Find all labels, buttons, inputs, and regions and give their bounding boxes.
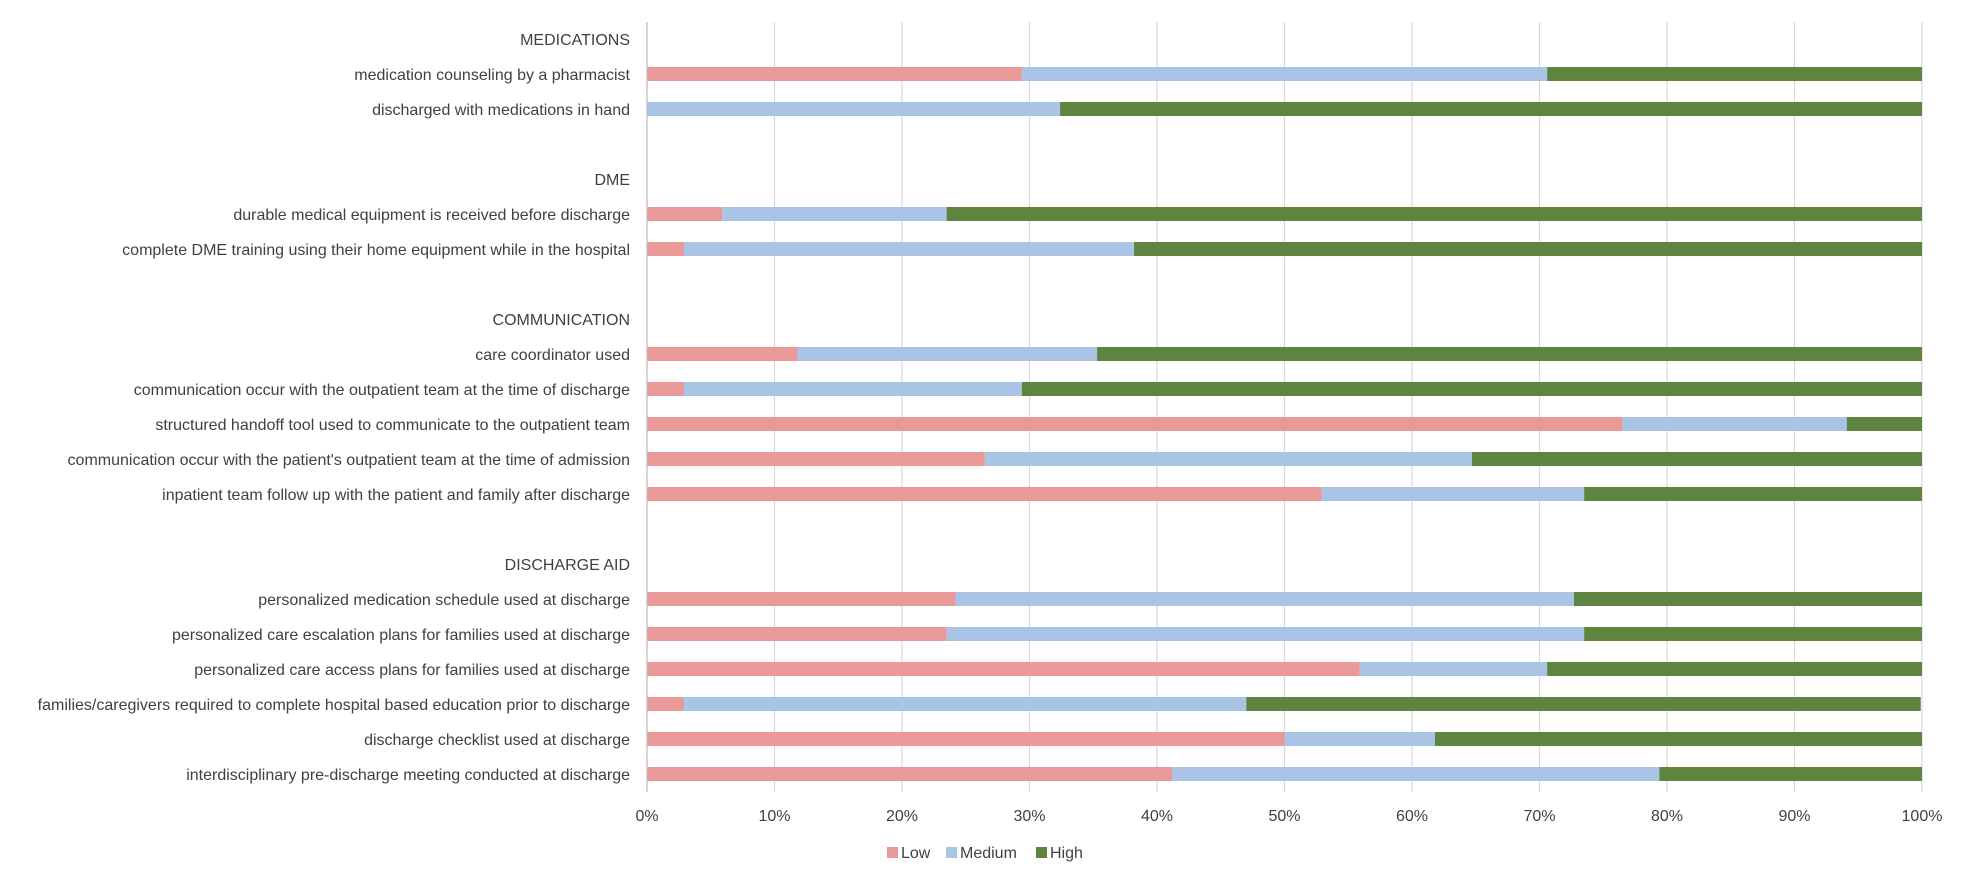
bar-segment-medium [683,382,1022,396]
bar-segment-high [1097,347,1922,361]
category-label: DISCHARGE AID [505,557,630,574]
bar-segment-high [1547,67,1922,81]
category-label: care coordinator used [475,347,630,364]
bar-segment-high [1471,452,1922,466]
category-label: communication occur with the outpatient … [134,382,630,399]
category-label: discharge checklist used at discharge [364,732,630,749]
bar-segment-high [1659,767,1922,781]
bar-segment-high [1584,627,1922,641]
bar-segment-high [1021,382,1922,396]
bar-segment-low [647,627,947,641]
category-label: communication occur with the patient's o… [68,452,630,469]
category-label: personalized medication schedule used at… [258,592,630,609]
bar-segment-high [1584,487,1922,501]
bar-segment-high [946,207,1922,221]
x-axis: 0% 10% 20% 30% 40% 50% 60% 70% 80% 90% 100% [635,22,1942,825]
bar-segment-high [1434,732,1922,746]
bar-segment-low [647,207,723,221]
legend-swatch-high [1036,847,1047,858]
bar-segment-medium [955,592,1574,606]
bar-segment-low [647,592,956,606]
bar-segment-medium [647,102,1061,116]
bar-segment-high [1246,697,1921,711]
bar-segment-low [647,417,1623,431]
category-label: DME [594,172,630,189]
bar-segment-low [647,67,1022,81]
x-tick-label: 20% [886,808,918,825]
bar-segment-high [1134,242,1922,256]
bar-segment-medium [683,697,1247,711]
bar-segment-medium [1172,767,1660,781]
x-tick-label: 30% [1013,808,1045,825]
x-tick-label: 10% [758,808,790,825]
x-tick-label: 40% [1141,808,1173,825]
bar-segment-high [1846,417,1922,431]
legend-label: Medium [960,845,1017,862]
bar-segment-low [647,382,684,396]
category-label: complete DME training using their home e… [122,242,630,259]
x-tick-label: 0% [635,808,658,825]
category-label: inpatient team follow up with the patien… [162,487,630,504]
bars [647,67,1922,781]
x-tick-label: 90% [1778,808,1810,825]
x-tick-label: 100% [1902,808,1943,825]
category-label: medication counseling by a pharmacist [354,67,630,84]
legend-swatch-medium [946,847,957,858]
category-label: personalized care access plans for famil… [194,662,630,679]
bar-segment-high [1573,592,1922,606]
bar-segment-high [1060,102,1922,116]
bar-segment-medium [797,347,1098,361]
bar-segment-low [647,767,1173,781]
bar-segment-low [647,697,684,711]
bar-segment-low [647,347,798,361]
bar-segment-medium [1622,417,1847,431]
x-tick-label: 80% [1651,808,1683,825]
legend: Low Medium High [887,845,1083,862]
bar-segment-medium [683,242,1135,256]
bar-segment-medium [946,627,1585,641]
bar-segment-low [647,487,1322,501]
bar-segment-low [647,662,1360,676]
category-label: structured handoff tool used to communic… [155,417,630,434]
gridlines [646,22,1923,792]
bar-segment-medium [1021,67,1548,81]
bar-segment-low [647,732,1285,746]
category-label: discharged with medications in hand [372,102,630,119]
category-labels: MEDICATIONS medication counseling by a ph… [38,32,631,784]
category-label: MEDICATIONS [520,32,630,49]
bar-segment-low [647,242,684,256]
bar-segment-medium [984,452,1472,466]
x-tick-label: 60% [1396,808,1428,825]
category-label: personalized care escalation plans for f… [172,627,630,644]
bar-segment-medium [1359,662,1548,676]
category-label: families/caregivers required to complete… [38,697,630,714]
legend-label: Low [901,845,931,862]
bar-segment-high [1547,662,1922,676]
category-label: interdisciplinary pre-discharge meeting … [186,767,630,784]
category-label: COMMUNICATION [493,312,630,329]
bar-segment-low [647,452,985,466]
bar-segment-medium [1321,487,1585,501]
x-tick-label: 70% [1523,808,1555,825]
category-label: durable medical equipment is received be… [233,207,630,224]
legend-swatch-low [887,847,898,858]
legend-label: High [1050,845,1083,862]
x-tick-label: 50% [1268,808,1300,825]
bar-segment-medium [722,207,947,221]
bar-segment-medium [1284,732,1435,746]
